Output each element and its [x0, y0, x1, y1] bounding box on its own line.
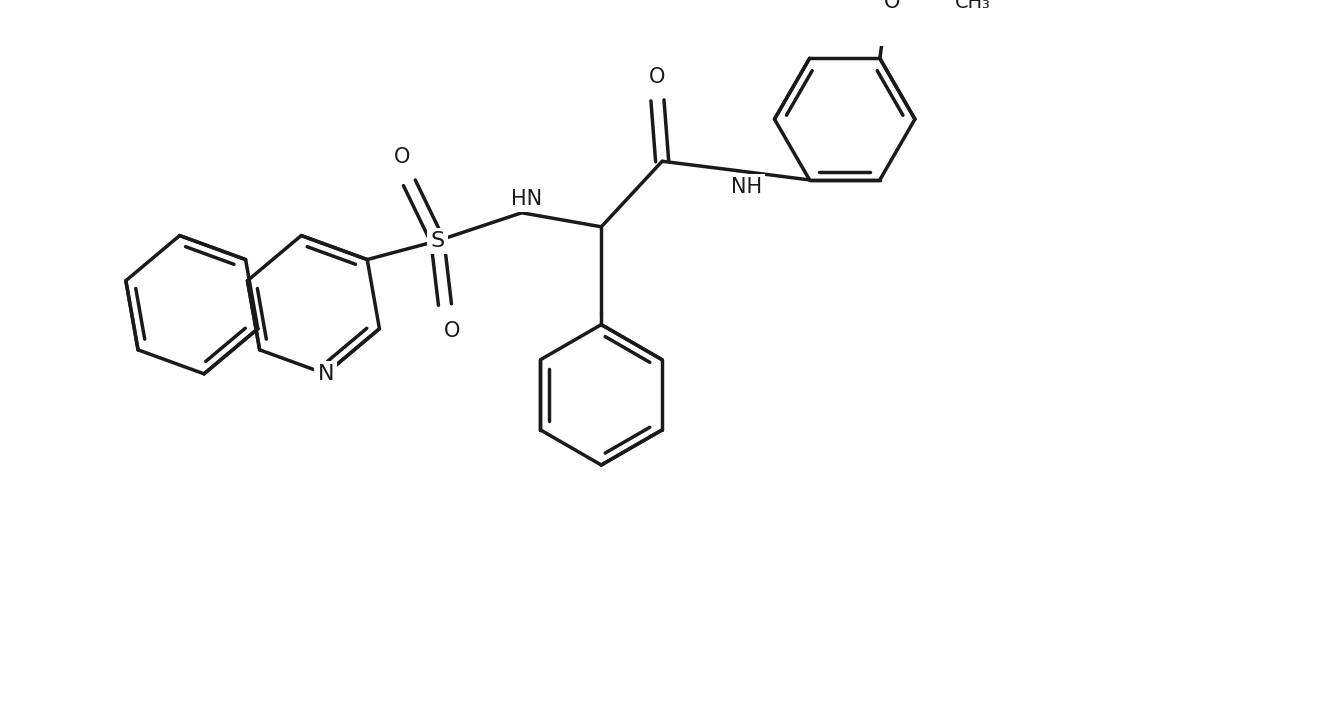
- Text: S: S: [431, 231, 444, 251]
- Text: O: O: [884, 0, 900, 12]
- Text: CH₃: CH₃: [954, 0, 990, 12]
- Text: N: N: [318, 364, 333, 384]
- Text: O: O: [650, 67, 666, 87]
- Text: NH: NH: [731, 177, 762, 197]
- Text: O: O: [394, 147, 410, 166]
- Text: HN: HN: [511, 189, 542, 208]
- Text: O: O: [444, 321, 460, 340]
